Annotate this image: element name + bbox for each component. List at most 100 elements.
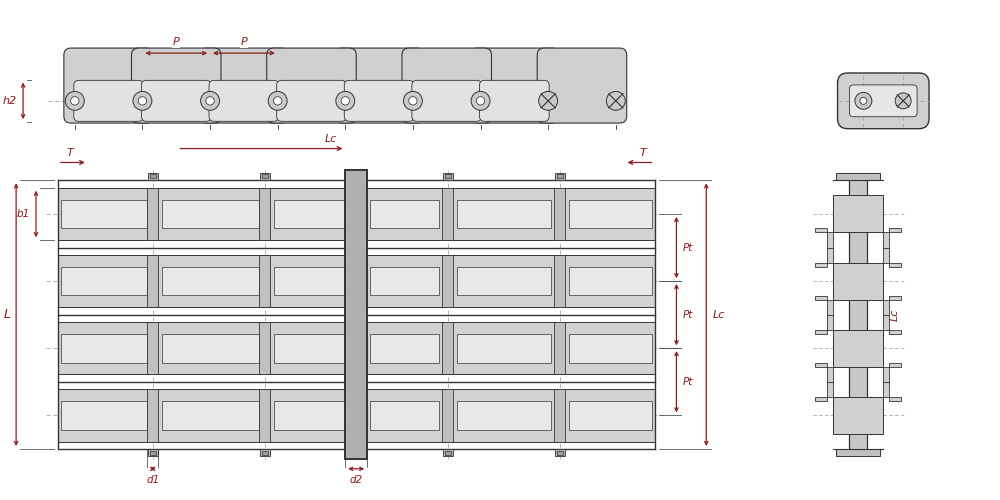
Bar (259, 322, 270, 374)
Text: P: P (173, 37, 180, 47)
Bar (274, 266, 345, 296)
Bar (259, 389, 270, 442)
Polygon shape (883, 296, 901, 314)
Bar (370, 266, 439, 296)
Circle shape (268, 92, 287, 110)
Polygon shape (883, 228, 901, 248)
Bar (262, 174, 268, 178)
Bar (58, 322, 345, 374)
Text: T: T (639, 148, 646, 158)
Circle shape (138, 96, 147, 105)
FancyBboxPatch shape (199, 48, 289, 123)
Bar (557, 451, 563, 455)
Bar (345, 170, 367, 459)
Bar (457, 401, 551, 430)
Bar (150, 174, 156, 178)
FancyBboxPatch shape (64, 48, 153, 123)
Polygon shape (883, 382, 901, 401)
Bar (457, 266, 551, 296)
Text: Lc: Lc (712, 310, 725, 320)
Bar (836, 174, 880, 180)
Text: d1: d1 (146, 474, 159, 484)
Bar (849, 174, 867, 455)
Bar (457, 334, 551, 362)
Bar (457, 200, 551, 228)
FancyBboxPatch shape (344, 80, 414, 122)
Text: T: T (66, 148, 73, 158)
Circle shape (855, 92, 872, 110)
Bar (569, 266, 652, 296)
Circle shape (895, 93, 911, 109)
FancyBboxPatch shape (480, 80, 549, 122)
Bar (442, 188, 453, 240)
Bar (555, 449, 565, 456)
Circle shape (341, 96, 349, 105)
Circle shape (860, 98, 867, 104)
Circle shape (201, 92, 219, 110)
FancyBboxPatch shape (838, 73, 929, 128)
Bar (367, 389, 655, 442)
FancyBboxPatch shape (209, 80, 279, 122)
Bar (367, 188, 655, 240)
FancyBboxPatch shape (537, 48, 627, 123)
Circle shape (409, 96, 417, 105)
Text: d2: d2 (350, 474, 363, 484)
Polygon shape (883, 248, 901, 266)
Bar (274, 401, 345, 430)
Circle shape (273, 96, 282, 105)
Polygon shape (815, 228, 833, 248)
Bar (147, 188, 158, 240)
Polygon shape (883, 362, 901, 382)
Bar (150, 451, 156, 455)
Bar (443, 174, 453, 180)
FancyBboxPatch shape (267, 48, 356, 123)
Circle shape (471, 92, 490, 110)
Bar (445, 451, 451, 455)
Bar (370, 401, 439, 430)
Bar (569, 401, 652, 430)
Bar (554, 322, 565, 374)
FancyBboxPatch shape (412, 80, 482, 122)
Bar (370, 200, 439, 228)
Bar (147, 255, 158, 308)
Text: Pt: Pt (682, 377, 693, 387)
Polygon shape (815, 362, 833, 382)
Bar (569, 200, 652, 228)
Bar (58, 389, 345, 442)
Bar (162, 401, 259, 430)
Polygon shape (815, 248, 833, 266)
FancyBboxPatch shape (470, 48, 559, 123)
Circle shape (403, 92, 422, 110)
Bar (58, 188, 345, 240)
Bar (442, 255, 453, 308)
Bar (554, 255, 565, 308)
Circle shape (606, 92, 625, 110)
Circle shape (206, 96, 214, 105)
Text: Pt: Pt (682, 310, 693, 320)
Bar (442, 389, 453, 442)
Bar (836, 449, 880, 456)
Bar (58, 255, 345, 308)
FancyBboxPatch shape (141, 80, 211, 122)
Bar (367, 322, 655, 374)
Bar (260, 449, 270, 456)
Bar (833, 262, 883, 300)
Text: h2: h2 (3, 96, 17, 106)
FancyBboxPatch shape (402, 48, 491, 123)
Circle shape (476, 96, 485, 105)
Circle shape (133, 92, 152, 110)
Bar (260, 174, 270, 180)
Bar (61, 334, 147, 362)
Bar (147, 322, 158, 374)
Text: P: P (240, 37, 247, 47)
Bar (833, 397, 883, 434)
Bar (148, 449, 158, 456)
Bar (554, 389, 565, 442)
Bar (259, 188, 270, 240)
Bar (274, 200, 345, 228)
FancyBboxPatch shape (131, 48, 221, 123)
Bar (61, 266, 147, 296)
FancyBboxPatch shape (849, 85, 917, 116)
Bar (61, 401, 147, 430)
Bar (162, 266, 259, 296)
